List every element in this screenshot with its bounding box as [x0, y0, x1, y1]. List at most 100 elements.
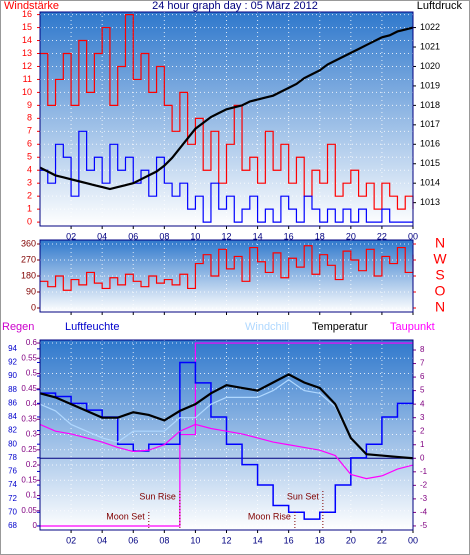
y3-tick-label: 90	[8, 371, 17, 380]
series-line	[39, 26, 414, 191]
y-tick-label: 0.4	[26, 399, 38, 408]
y2-tick-label: 4	[420, 399, 425, 408]
y2-tick-label: 1021	[420, 41, 440, 51]
series-line	[40, 342, 413, 527]
plot-frame	[39, 339, 414, 531]
y-axis-label: Windstärke	[4, 0, 59, 12]
series-line	[40, 130, 413, 223]
y2-tick-label: S	[435, 267, 444, 283]
x-tick-label: 06	[128, 535, 138, 545]
y-tick-label: 5	[27, 152, 32, 162]
y-tick-label: 180	[21, 270, 36, 280]
y2-tick-label: 1018	[420, 100, 440, 110]
y-tick-label: 270	[21, 254, 36, 264]
y-tick-label: 0.35	[21, 414, 37, 423]
y2-tick-label: 1013	[420, 197, 440, 207]
x-tick-label: 10	[190, 535, 200, 545]
y3-tick-label: 74	[8, 480, 17, 489]
y-tick-label: 90	[26, 286, 36, 296]
y3-tick-label: 72	[8, 494, 17, 503]
y-tick-label: 6	[27, 139, 32, 149]
y-tick-label: 16	[22, 9, 32, 19]
y-tick-label: 0.55	[21, 353, 37, 362]
y-tick-label: 10	[22, 87, 32, 97]
y3-tick-label: 78	[8, 453, 17, 462]
annotation: Sun Set	[287, 491, 320, 501]
x-tick-label: 18	[315, 535, 325, 545]
y-tick-label: 3	[27, 178, 32, 188]
x-tick-label: 02	[66, 535, 76, 545]
y-tick-label: 0.1	[26, 491, 38, 500]
y2-tick-label: -5	[420, 521, 428, 530]
y-tick-label: 0.2	[26, 460, 38, 469]
y-tick-label: 360	[21, 238, 36, 248]
series-line	[40, 13, 414, 210]
annotation: Moon Set	[106, 511, 145, 521]
legend-entry: Taupunkt	[390, 321, 435, 333]
plot-frame	[39, 11, 414, 227]
y3-tick-label: 86	[8, 398, 17, 407]
y2-tick-label: N	[435, 299, 445, 315]
x-tick-label: 14	[253, 535, 263, 545]
y-tick-label: 0.3	[26, 430, 38, 439]
y3-tick-label: 94	[8, 344, 17, 353]
y-tick-label: 0.05	[21, 506, 37, 515]
y-tick-label: 4	[27, 165, 32, 175]
y-tick-label: 0	[27, 216, 32, 226]
y-tick-label: 8	[27, 113, 32, 123]
y2-tick-label: 2	[420, 426, 425, 435]
legend-entry: Windchill	[245, 321, 289, 333]
y2-tick-label: O	[435, 283, 446, 299]
x-tick-label: 22	[377, 231, 387, 241]
y2-tick-label: 1016	[420, 139, 440, 149]
y2-tick-label: 1019	[420, 80, 440, 90]
x-tick-label: 00	[408, 231, 418, 241]
x-tick-label: 16	[284, 231, 294, 241]
series-line	[40, 245, 414, 291]
y2-tick-label: 7	[420, 359, 425, 368]
plot-frame	[39, 239, 414, 313]
y3-tick-label: 92	[8, 358, 17, 367]
y-tick-label: 2	[27, 191, 32, 201]
x-tick-label: 00	[408, 535, 418, 545]
y-tick-label: 7	[27, 126, 32, 136]
legend-entry: Temperatur	[312, 321, 368, 333]
x-tick-label: 16	[284, 535, 294, 545]
y-tick-label: 0	[33, 521, 38, 530]
y2-tick-label: 0	[420, 453, 425, 462]
y-tick-label: 12	[22, 61, 32, 71]
series-line	[40, 361, 414, 520]
x-tick-label: 20	[346, 535, 356, 545]
x-tick-label: 14	[253, 231, 263, 241]
y-tick-label: 0.25	[21, 445, 37, 454]
y-tick-label: 0.15	[21, 475, 37, 484]
y-tick-label: 13	[22, 48, 32, 58]
y2-tick-label: -1	[420, 467, 428, 476]
y2-tick-label: 1022	[420, 22, 440, 32]
y2-tick-label: -3	[420, 494, 428, 503]
y-tick-label: 15	[22, 22, 32, 32]
x-tick-label: 04	[97, 231, 107, 241]
y2-tick-label: 1014	[420, 178, 440, 188]
x-tick-label: 10	[190, 231, 200, 241]
annotation: Sun Rise	[139, 491, 176, 501]
y-tick-label: 14	[22, 35, 32, 45]
y2-tick-label: 8	[420, 345, 425, 354]
legend-entry: Luftfeuchte	[65, 321, 119, 333]
y2-tick-label: 1015	[420, 158, 440, 168]
x-tick-label: 22	[377, 535, 387, 545]
y-tick-label: 0	[31, 302, 36, 312]
y-tick-label: 11	[23, 74, 32, 84]
y3-tick-label: 84	[8, 412, 17, 421]
y2-tick-label: 5	[420, 386, 425, 395]
series-line	[39, 423, 414, 480]
y3-tick-label: 76	[8, 467, 17, 476]
y2-axis-label: Luftdruck	[417, 0, 463, 12]
x-tick-label: 08	[159, 535, 169, 545]
y-tick-label: 1	[27, 204, 32, 214]
x-tick-label: 08	[159, 231, 169, 241]
y2-tick-label: 3	[420, 413, 425, 422]
annotation: Moon Rise	[248, 511, 291, 521]
